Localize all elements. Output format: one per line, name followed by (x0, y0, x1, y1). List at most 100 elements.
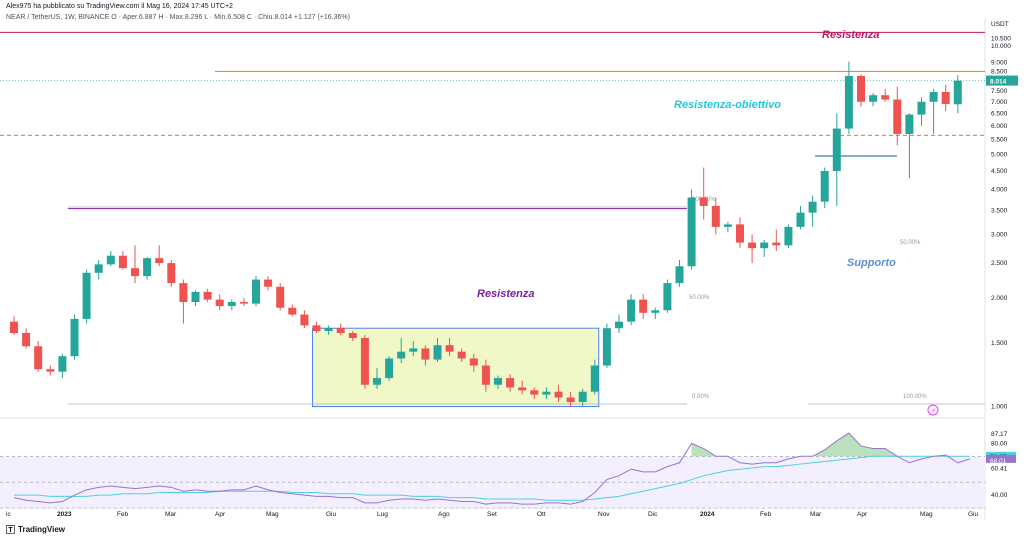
candle-body (179, 283, 188, 303)
candle-body (10, 321, 18, 333)
candle-body (203, 291, 212, 300)
rsi-line (13, 432, 971, 505)
candle-body (832, 128, 841, 171)
candle-body (639, 299, 648, 313)
candle-body (615, 321, 623, 329)
price-tick-label: 7.000 (991, 99, 1008, 106)
time-tick-label: Mar (165, 511, 177, 518)
time-tick-label: Apr (215, 511, 226, 518)
time-tick-label: Nov (598, 511, 610, 518)
rsi-value-tag (986, 454, 1016, 463)
tradingview-logo-icon: 🅃 (6, 526, 16, 536)
price-tick-label: 1.500 (991, 340, 1008, 347)
rsi-ma-line (14, 455, 970, 501)
candle-body (421, 348, 430, 360)
candle-body (106, 255, 115, 265)
time-tick-label: Giu (326, 511, 337, 518)
candle-body (191, 291, 200, 303)
candle-body (820, 170, 829, 202)
candle-body (324, 328, 333, 332)
time-tick-label: Feb (117, 511, 129, 518)
candle-body (58, 356, 67, 372)
candle-body (590, 365, 599, 392)
price-tick-label: 6.000 (991, 123, 1008, 130)
time-tick-label: Mag (266, 511, 279, 518)
price-tick-label: 5.000 (991, 151, 1008, 158)
candle-body (288, 307, 297, 315)
price-tick-label: 10.500 (991, 35, 1011, 42)
candle-body (941, 92, 950, 105)
candle-body (953, 80, 962, 105)
price-tick-label: 9.000 (991, 59, 1008, 66)
time-tick-label: Feb (760, 511, 772, 518)
candle-body (772, 242, 781, 246)
candle-body (385, 358, 394, 379)
price-tick-label: 4.500 (991, 168, 1008, 175)
time-tick-label: Set (487, 511, 497, 518)
ohlc-legend: NEAR / TetherUS, 1W, BINANCE O · Aper.6.… (6, 14, 350, 21)
candle-body (530, 390, 539, 395)
tradingview-logo[interactable]: 🅃 TradingView (6, 523, 65, 536)
candle-body (651, 310, 660, 313)
candle-body (300, 314, 309, 326)
price-tick-label: 8.500 (991, 68, 1008, 75)
fib-label: 50.00% (900, 240, 921, 246)
candle-body (276, 286, 285, 308)
time-tick-label: Giu (968, 511, 979, 518)
candle-body (167, 263, 176, 284)
candle-body (227, 302, 236, 307)
candle-body (70, 318, 79, 357)
candle-body (542, 391, 551, 395)
time-tick-label: Dic (648, 511, 658, 518)
price-tick-label: 6.500 (991, 110, 1008, 117)
label-resistenza-mid: Resistenza (477, 288, 534, 300)
time-tick-label: Ago (438, 511, 450, 518)
candle-body (131, 268, 139, 277)
rsi-tick-label: 40.00 (991, 492, 1008, 499)
time-tick-label: ic (6, 511, 11, 518)
price-tick-label: 5.500 (991, 137, 1008, 144)
candle-body (554, 391, 563, 398)
rsi-tick-label: 87.17 (991, 431, 1008, 438)
candle-body (155, 258, 164, 264)
candle-body (578, 391, 587, 402)
current-price-tag (986, 75, 1018, 86)
fib-label: 100.00% (903, 394, 927, 400)
price-tick-label: 3.000 (991, 232, 1008, 239)
candle-body (699, 197, 708, 206)
candle-body (494, 378, 502, 385)
time-tick-label: Mar (810, 511, 822, 518)
candle-body (469, 358, 478, 366)
candle-body (312, 325, 321, 332)
time-tick-label: Lug (377, 511, 388, 518)
consolidation-box (312, 327, 600, 408)
alert-icon-glyph: ⚡ (931, 407, 936, 415)
price-tick-label: 2.000 (991, 295, 1008, 302)
time-tick-label: Apr (857, 511, 868, 518)
candle-body (602, 328, 611, 366)
price-tick-label: 2.500 (991, 260, 1008, 267)
rsi-tick-label: 80.00 (991, 440, 1008, 447)
brand-label: TradingView (18, 525, 65, 534)
candle-body (675, 266, 684, 284)
candle-body (239, 302, 248, 304)
rsi-value: 68.01 (990, 458, 1007, 465)
candle-body (445, 345, 454, 352)
time-tick-label: 2023 (57, 511, 72, 518)
price-tick-label: 4.000 (991, 186, 1008, 193)
candle-body (94, 264, 103, 273)
candle-body (34, 346, 43, 370)
fib-label: 50.00% (689, 295, 710, 301)
rsi-tick-label: 60.41 (991, 466, 1008, 473)
candle-body (360, 337, 369, 385)
candle-body (627, 299, 636, 322)
price-tick-label: 1.000 (991, 404, 1008, 411)
candle-body (844, 76, 853, 129)
fib-label: 0.00% (692, 394, 710, 400)
candle-body (566, 397, 575, 402)
candle-body (82, 272, 91, 319)
price-unit-label: USDT (991, 21, 1009, 28)
candle-body (433, 345, 442, 360)
current-price-label: 8.014 (990, 79, 1007, 86)
